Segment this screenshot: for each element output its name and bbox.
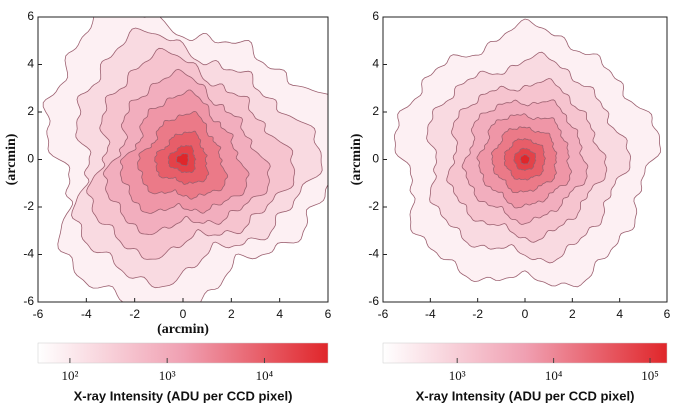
panel: -6 -4 -2 0 2 4 6 -6 -4 -2 0 2 4 6 (arcmin) 10³ 10⁴ 10⁵ X-r… bbox=[349, 9, 670, 403]
y-tick-label: 0 bbox=[27, 152, 34, 166]
y-tick-label: -6 bbox=[368, 294, 379, 308]
contour-level bbox=[519, 154, 531, 165]
x-tick-label: 2 bbox=[228, 307, 235, 321]
x-tick-label: 0 bbox=[522, 307, 529, 321]
y-axis-label: (arcmin) bbox=[4, 133, 19, 185]
colorbar-label: X-ray Intensity (ADU per CCD pixel) bbox=[416, 388, 635, 403]
contour-map bbox=[42, 17, 328, 302]
x-tick-label: 2 bbox=[569, 307, 576, 321]
colorbar-tick-label: 10³ bbox=[449, 368, 466, 383]
y-tick-label: 4 bbox=[27, 57, 34, 71]
colorbar-label: X-ray Intensity (ADU per CCD pixel) bbox=[74, 388, 293, 403]
x-tick-label: -6 bbox=[378, 307, 389, 321]
contour-level bbox=[175, 152, 190, 167]
x-tick-label: 6 bbox=[325, 307, 332, 321]
y-tick-label: 6 bbox=[27, 9, 34, 23]
y-tick-label: -4 bbox=[368, 247, 379, 261]
x-tick-label: 0 bbox=[180, 307, 187, 321]
x-tick-label: 6 bbox=[664, 307, 671, 321]
y-tick-label: 4 bbox=[372, 57, 379, 71]
x-tick-label: -4 bbox=[81, 307, 92, 321]
contour-map bbox=[394, 18, 661, 288]
y-tick-label: -6 bbox=[23, 294, 34, 308]
y-tick-label: 2 bbox=[372, 104, 379, 118]
x-axis-label: (arcmin) bbox=[157, 322, 209, 337]
x-tick-label: -2 bbox=[472, 307, 483, 321]
panel: -6 -4 -2 0 2 4 6 -6 -4 -2 0 2 4 6 (arcmin) (arcmin) 10² 1… bbox=[4, 9, 332, 403]
x-tick-label: -2 bbox=[129, 307, 140, 321]
x-tick-label: 4 bbox=[276, 307, 283, 321]
colorbar-tick-label: 10⁵ bbox=[641, 368, 659, 383]
x-tick-label: -4 bbox=[425, 307, 436, 321]
colorbar bbox=[37, 342, 329, 364]
y-tick-label: -2 bbox=[368, 199, 379, 213]
y-axis-label: (arcmin) bbox=[349, 133, 364, 185]
colorbar-tick-label: 10⁴ bbox=[256, 368, 274, 383]
y-tick-label: 6 bbox=[372, 9, 379, 23]
colorbar bbox=[382, 342, 668, 364]
x-tick-label: 4 bbox=[616, 307, 623, 321]
colorbar-tick-label: 10³ bbox=[159, 368, 176, 383]
x-tick-label: -6 bbox=[33, 307, 44, 321]
y-tick-label: 2 bbox=[27, 104, 34, 118]
y-tick-label: -2 bbox=[23, 199, 34, 213]
colorbar-tick-label: 10² bbox=[61, 368, 78, 383]
colorbar-tick-label: 10⁴ bbox=[545, 368, 563, 383]
y-tick-label: -4 bbox=[23, 247, 34, 261]
y-tick-label: 0 bbox=[372, 152, 379, 166]
